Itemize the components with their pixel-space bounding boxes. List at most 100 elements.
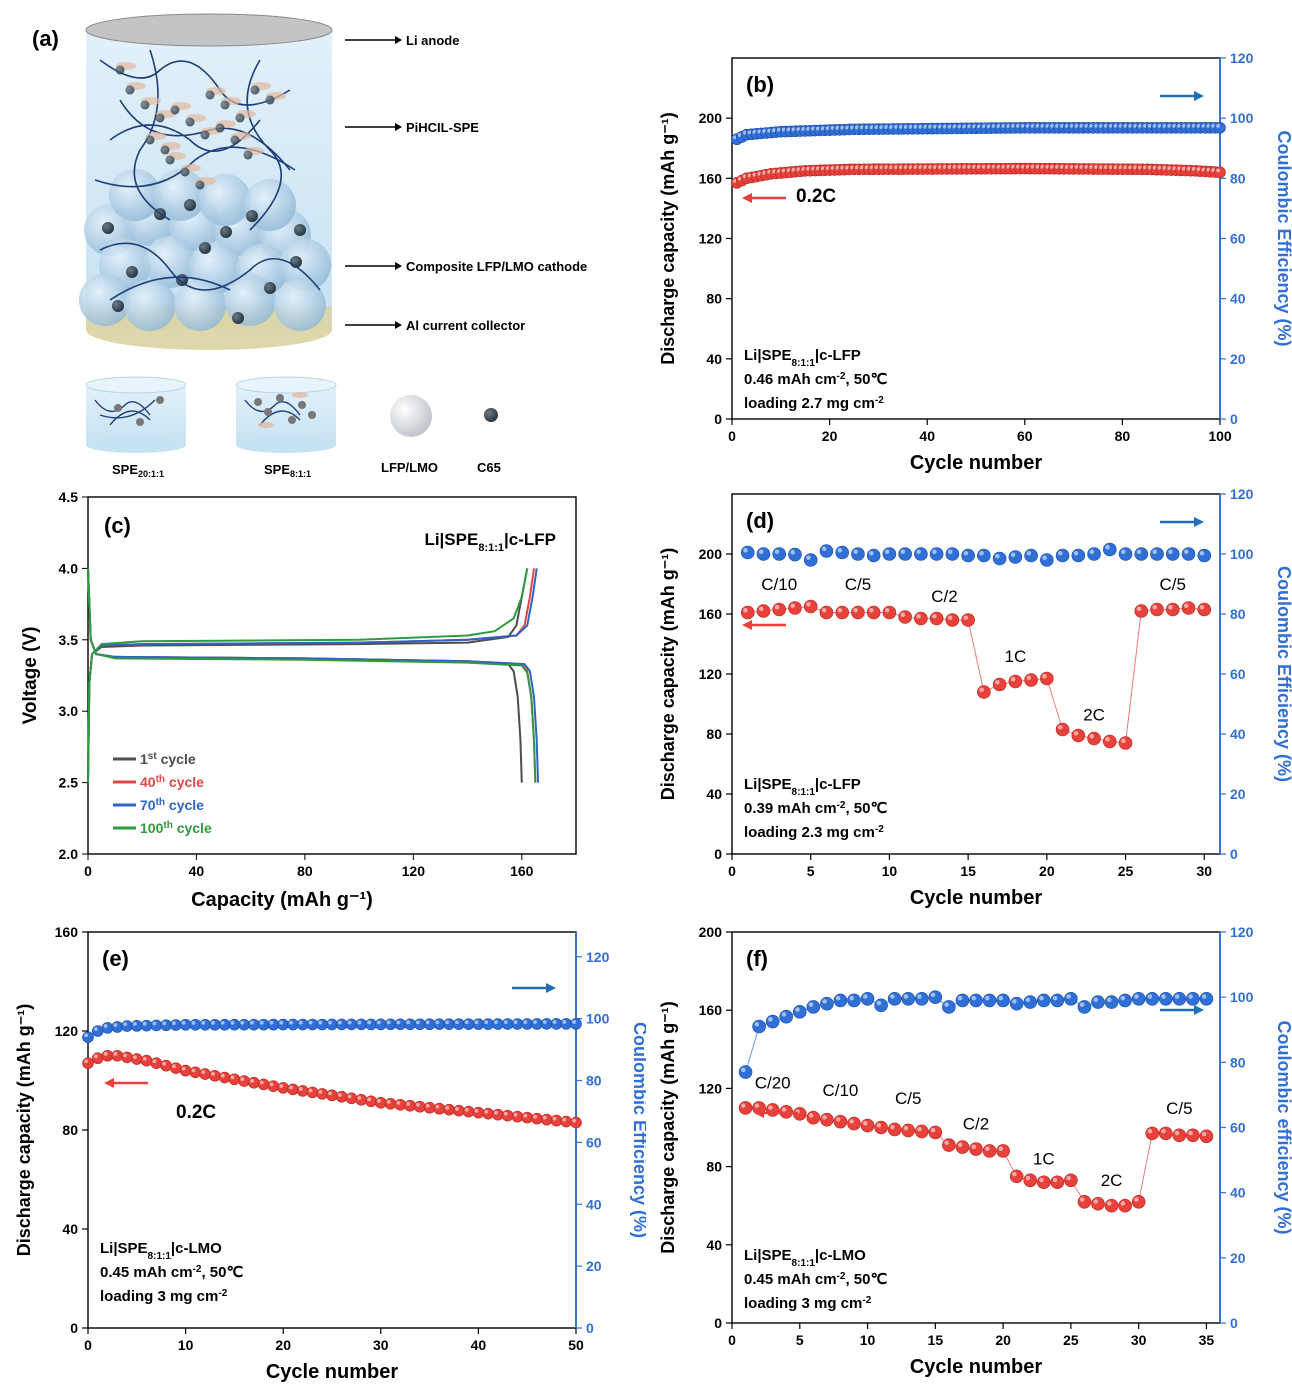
efficiency-point-highlight — [947, 124, 952, 129]
efficiency-point-highlight — [1064, 123, 1069, 128]
capacity-point-highlight — [425, 1103, 430, 1108]
x-tick-label: 10 — [882, 863, 898, 879]
efficiency-point — [101, 1022, 114, 1034]
efficiency-point-highlight — [957, 995, 963, 1001]
y-tick-label: 200 — [699, 924, 723, 940]
legend-entry: 70th cycle — [140, 797, 204, 814]
capacity-point-highlight — [845, 165, 850, 170]
legend-c65: C65 — [477, 460, 501, 475]
capacity-point-highlight — [1138, 165, 1142, 170]
c65-particle-icon — [484, 408, 498, 422]
y-tick-label: 120 — [699, 666, 723, 682]
efficiency-point-highlight — [191, 1020, 196, 1025]
efficiency-point-highlight — [869, 550, 874, 556]
annotation-segment: Li|SPE — [744, 776, 792, 793]
efficiency-point — [1172, 991, 1187, 1006]
efficiency-point — [929, 547, 944, 561]
efficiency-point-highlight — [1177, 123, 1181, 128]
capacity-axis-arrowhead — [104, 1078, 114, 1088]
capacity-point-highlight — [523, 1113, 528, 1118]
capacity-point-highlight — [1066, 1175, 1071, 1181]
y-axis-label: Discharge capacity (mAh g⁻¹) — [658, 548, 678, 801]
capacity-point-highlight — [240, 1077, 245, 1081]
capacity-point-highlight — [781, 168, 786, 173]
efficiency-point-highlight — [879, 125, 884, 130]
efficiency-point-highlight — [996, 124, 1001, 129]
efficiency-point — [914, 547, 928, 561]
capacity-point — [199, 1068, 211, 1080]
efficiency-point-highlight — [1010, 552, 1016, 557]
legend-sup: th — [163, 820, 172, 831]
efficiency-point-highlight — [396, 1020, 401, 1025]
efficiency-point — [423, 1018, 436, 1031]
efficiency-point — [1071, 548, 1086, 563]
capacity-point-highlight — [1035, 164, 1040, 169]
efficiency-point — [1214, 121, 1226, 134]
y2-tick-label: 20 — [1230, 786, 1246, 802]
efficiency-point — [131, 1020, 143, 1032]
efficiency-point — [765, 1014, 780, 1029]
efficiency-point-highlight — [1118, 123, 1123, 128]
efficiency-point — [851, 547, 865, 561]
capacity-point-highlight — [1011, 164, 1016, 169]
efficiency-point — [1186, 991, 1200, 1006]
capacity-point-highlight — [347, 1094, 352, 1099]
y2-tick-label: 40 — [1230, 726, 1246, 742]
efficiency-point-highlight — [1161, 994, 1166, 999]
lfp-lmo-particle-icon — [390, 395, 432, 437]
efficiency-point — [82, 1031, 94, 1043]
capacity-point-highlight — [757, 171, 762, 176]
efficiency-point-highlight — [820, 126, 825, 131]
efficiency-point-highlight — [1094, 123, 1098, 128]
efficiency-point-highlight — [815, 126, 820, 131]
capacity-point — [374, 1096, 387, 1109]
x-tick-label: 0 — [84, 1337, 92, 1353]
efficiency-point-highlight — [269, 1020, 274, 1025]
y2-tick-label: 120 — [586, 949, 610, 965]
efficiency-point-highlight — [1052, 995, 1058, 1001]
annotation-segment: -2 — [193, 1264, 202, 1275]
y2-axis-label: Coulombic Efficiency (%) — [630, 1022, 646, 1238]
capacity-point-highlight — [1042, 673, 1047, 679]
efficiency-point-highlight — [211, 1020, 215, 1025]
efficiency-point — [1181, 547, 1196, 561]
capacity-point-highlight — [298, 1087, 303, 1091]
title-segment: Li|SPE — [424, 530, 478, 549]
y2-tick-label: 100 — [1230, 110, 1254, 126]
capacity-point — [901, 1123, 916, 1138]
capacity-point-highlight — [963, 615, 969, 620]
efficiency-point-highlight — [1211, 123, 1216, 128]
capacity-point-highlight — [220, 1073, 225, 1078]
capacity-point-highlight — [1136, 606, 1142, 611]
annotation-segment: |c-LFP — [815, 776, 861, 793]
rate-label: 1C — [1004, 647, 1026, 666]
efficiency-point — [1050, 993, 1065, 1008]
x-tick-label: 0 — [728, 1332, 736, 1348]
capacity-point — [1199, 1129, 1214, 1144]
efficiency-point — [887, 991, 902, 1006]
legend-lfp-lmo: LFP/LMO — [381, 460, 438, 475]
y2-tick-label: 0 — [1230, 846, 1238, 862]
y-tick-label: 2.0 — [59, 846, 79, 862]
capacity-point — [942, 1138, 956, 1152]
capacity-point-highlight — [908, 165, 913, 170]
x-tick-label: 20 — [1039, 863, 1055, 879]
capacity-point-highlight — [900, 612, 906, 617]
legend-num: 40 — [140, 774, 156, 790]
efficiency-point — [326, 1018, 338, 1031]
efficiency-point-highlight — [855, 125, 859, 130]
capacity-point — [1050, 1175, 1065, 1190]
efficiency-point-highlight — [1201, 123, 1206, 128]
y-tick-label: 40 — [62, 1221, 78, 1237]
capacity-point — [738, 1101, 753, 1115]
efficiency-point-highlight — [513, 1020, 518, 1025]
capacity-point-highlight — [1199, 604, 1205, 610]
legend-sup: th — [156, 797, 165, 808]
y2-tick-label: 120 — [1230, 486, 1254, 502]
efficiency-point-highlight — [757, 129, 762, 134]
polymer-chain — [99, 59, 291, 106]
rate-label: C/2 — [963, 1114, 989, 1133]
x-tick-label: 35 — [1199, 1332, 1215, 1348]
efficiency-point-highlight — [1107, 997, 1112, 1003]
capacity-point-highlight — [1006, 164, 1011, 169]
